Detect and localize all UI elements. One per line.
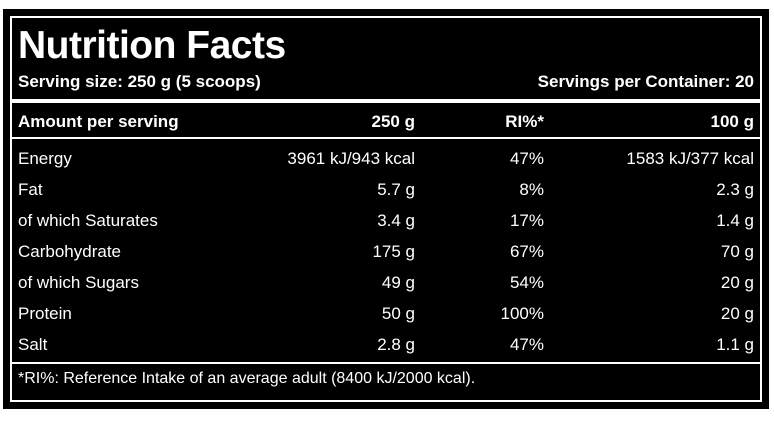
ri-value: 100%: [500, 304, 544, 323]
table-row: Salt 2.8 g 47% 1.1 g: [18, 332, 754, 358]
serving-info: Serving size: 250 g (5 scoops) Servings …: [18, 72, 754, 94]
per-serving-value: 5.7 g: [377, 180, 415, 199]
serving-size: Serving size: 250 g (5 scoops): [18, 72, 261, 91]
thick-divider: [12, 99, 760, 103]
table-row: Carbohydrate 175 g 67% 70 g: [18, 239, 754, 265]
servings-per-container: Servings per Container: 20: [537, 72, 754, 91]
per-100-value: 1.4 g: [716, 211, 754, 230]
footer-divider: [12, 362, 760, 364]
header-amount: Amount per serving: [18, 112, 179, 131]
table-row: Fat 5.7 g 8% 2.3 g: [18, 177, 754, 203]
header-per-serving: 250 g: [371, 112, 415, 131]
ri-value: 8%: [519, 180, 544, 199]
nutrient-name: of which Sugars: [18, 273, 139, 292]
nutrient-name: Salt: [18, 335, 48, 354]
per-100-value: 70 g: [720, 242, 754, 261]
header-ri: RI%*: [505, 112, 544, 131]
ri-value: 54%: [509, 273, 544, 292]
table-row: Protein 50 g 100% 20 g: [18, 301, 754, 327]
per-serving-value: 3.4 g: [377, 211, 415, 230]
nutrient-name: Protein: [18, 304, 72, 323]
per-100-value: 20 g: [720, 273, 754, 292]
nutrition-label: Nutrition Facts Serving size: 250 g (5 s…: [3, 9, 769, 409]
ri-value: 67%: [509, 242, 544, 261]
table-header-row: Amount per serving 250 g RI%* 100 g: [18, 109, 754, 135]
table-row: Energy 3961 kJ/943 kcal 47% 1583 kJ/377 …: [18, 146, 754, 172]
per-serving-value: 175 g: [372, 242, 415, 261]
nutrient-name: Fat: [18, 180, 43, 199]
per-100-value: 2.3 g: [716, 180, 754, 199]
nutrient-name: Energy: [18, 149, 72, 168]
per-100-value: 20 g: [720, 304, 754, 323]
nutrient-name: Carbohydrate: [18, 242, 122, 261]
table-row: of which Saturates 3.4 g 17% 1.4 g: [18, 208, 754, 234]
per-serving-value: 50 g: [381, 304, 415, 323]
per-serving-value: 3961 kJ/943 kcal: [287, 149, 415, 168]
per-serving-value: 2.8 g: [377, 335, 415, 354]
per-100-value: 1583 kJ/377 kcal: [626, 149, 754, 168]
nutrient-name: of which Saturates: [18, 211, 158, 230]
table-row: of which Sugars 49 g 54% 20 g: [18, 270, 754, 296]
ri-value: 17%: [509, 211, 544, 230]
per-serving-value: 49 g: [381, 273, 415, 292]
header-divider: [12, 137, 760, 139]
header-per-100: 100 g: [710, 112, 754, 131]
nutrition-label-frame: Nutrition Facts Serving size: 250 g (5 s…: [10, 16, 762, 402]
per-100-value: 1.1 g: [716, 335, 754, 354]
ri-value: 47%: [509, 335, 544, 354]
ri-footnote: *RI%: Reference Intake of an average adu…: [18, 370, 476, 387]
ri-value: 47%: [509, 149, 544, 168]
label-title: Nutrition Facts: [18, 24, 286, 67]
